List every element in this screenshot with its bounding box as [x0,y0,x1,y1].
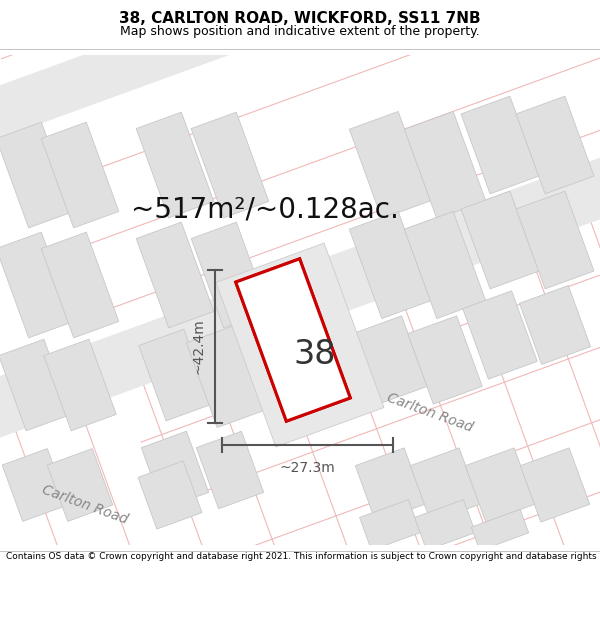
Text: 38: 38 [294,339,336,371]
Polygon shape [0,143,600,452]
Polygon shape [466,448,535,522]
Polygon shape [359,499,421,551]
Text: Carlton Road: Carlton Road [40,483,130,527]
Polygon shape [410,448,479,522]
Polygon shape [349,111,431,219]
Polygon shape [2,449,68,521]
Polygon shape [138,461,202,529]
Polygon shape [355,448,425,522]
Text: Carlton Road: Carlton Road [385,391,475,435]
Polygon shape [191,112,269,218]
Polygon shape [520,448,590,522]
Polygon shape [349,211,431,319]
Polygon shape [41,232,119,338]
Polygon shape [353,316,427,404]
Polygon shape [520,286,590,364]
Polygon shape [236,259,350,421]
Text: ~517m²/~0.128ac.: ~517m²/~0.128ac. [131,196,399,224]
Polygon shape [471,509,529,551]
Polygon shape [415,499,475,551]
Polygon shape [236,259,350,421]
Polygon shape [0,339,71,431]
Polygon shape [196,431,263,509]
Text: Contains OS data © Crown copyright and database right 2021. This information is : Contains OS data © Crown copyright and d… [6,552,600,561]
Polygon shape [516,191,594,289]
Text: ~27.3m: ~27.3m [280,461,335,475]
Polygon shape [463,291,537,379]
Polygon shape [0,232,74,338]
Text: Map shows position and indicative extent of the property.: Map shows position and indicative extent… [120,25,480,38]
Polygon shape [136,112,214,218]
Polygon shape [139,329,211,421]
Polygon shape [516,96,594,194]
Polygon shape [461,96,539,194]
Polygon shape [404,111,485,219]
Polygon shape [0,122,74,228]
Polygon shape [216,243,384,447]
Text: ~42.4m: ~42.4m [191,319,205,374]
Polygon shape [191,222,269,328]
Polygon shape [47,449,113,521]
Polygon shape [404,211,485,319]
Polygon shape [187,322,274,428]
Text: 38, CARLTON ROAD, WICKFORD, SS11 7NB: 38, CARLTON ROAD, WICKFORD, SS11 7NB [119,11,481,26]
Polygon shape [0,0,600,154]
Polygon shape [461,191,539,289]
Polygon shape [44,339,116,431]
Polygon shape [136,222,214,328]
Polygon shape [408,316,482,404]
Polygon shape [142,431,209,509]
Polygon shape [41,122,119,228]
